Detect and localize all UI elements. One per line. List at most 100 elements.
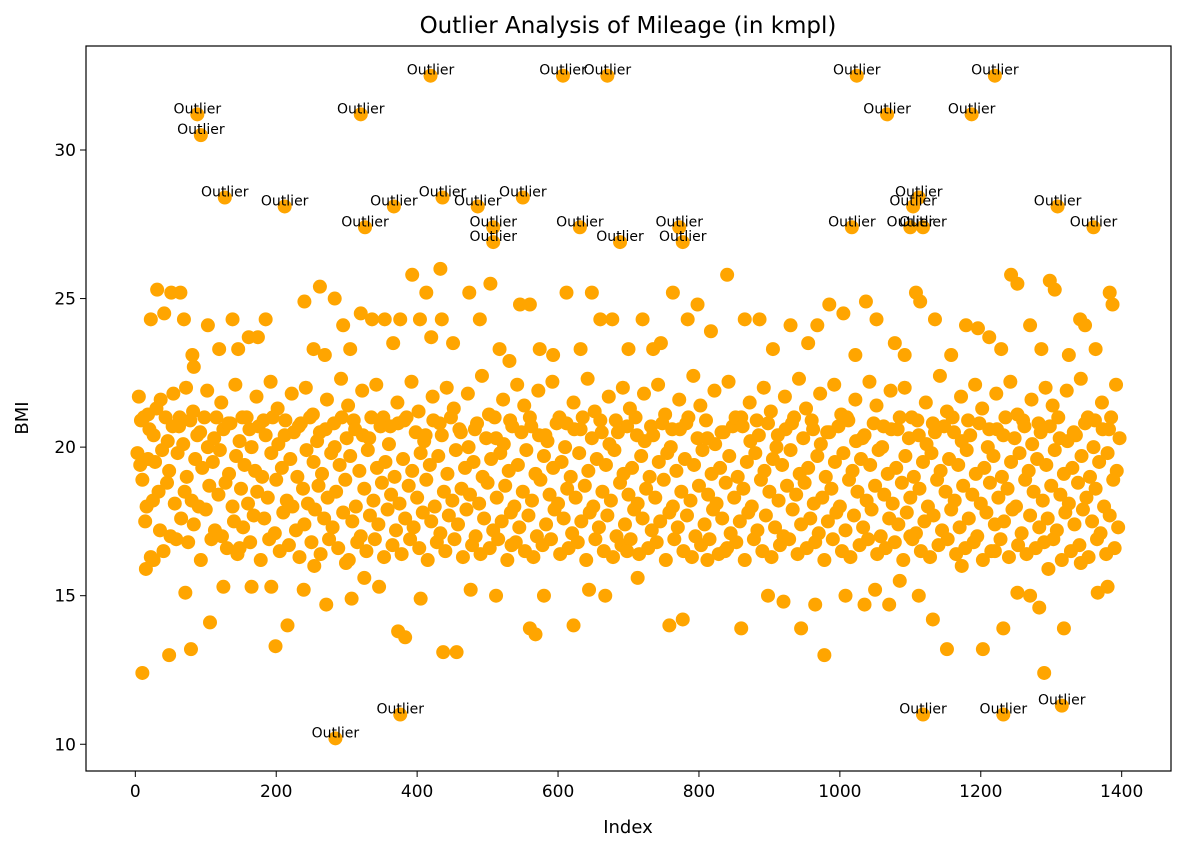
data-point (410, 490, 425, 505)
data-point (526, 550, 541, 565)
data-point (1109, 377, 1124, 392)
data-point (827, 454, 842, 469)
data-point (1001, 550, 1016, 565)
data-point (365, 312, 380, 327)
data-point (667, 532, 682, 547)
data-point (477, 511, 492, 526)
data-point (307, 502, 322, 517)
data-point (348, 422, 363, 437)
data-point (483, 276, 498, 291)
data-point (404, 374, 419, 389)
data-point (761, 588, 775, 603)
data-point (329, 484, 344, 499)
data-point (1023, 588, 1038, 603)
outlier-point (423, 68, 438, 83)
outlier-annotation: Outlier (1034, 193, 1082, 209)
x-tick-label: 0 (130, 782, 141, 802)
outlier-point (672, 220, 687, 235)
data-point (1007, 431, 1022, 446)
data-point (362, 508, 377, 523)
data-point (313, 547, 328, 562)
data-point (876, 419, 891, 434)
data-point (958, 318, 973, 333)
data-point (200, 383, 215, 398)
data-point (317, 348, 332, 363)
data-point (986, 449, 1001, 464)
data-point (205, 454, 220, 469)
data-point (975, 642, 990, 657)
data-point (197, 410, 212, 425)
data-point (1014, 526, 1029, 541)
data-point (387, 469, 402, 484)
outlier-annotation: Outlier (899, 702, 947, 718)
data-point (462, 487, 477, 502)
data-point (241, 496, 256, 511)
data-point (336, 505, 351, 520)
data-point (219, 541, 234, 556)
data-point (459, 502, 474, 517)
data-point (947, 493, 962, 508)
data-point (1042, 419, 1057, 434)
data-point (372, 579, 387, 594)
data-point (398, 630, 413, 645)
data-point (686, 368, 701, 383)
data-point (531, 383, 546, 398)
data-point (355, 383, 370, 398)
data-point (1072, 538, 1087, 553)
data-point (701, 487, 716, 502)
data-point (885, 496, 900, 511)
outlier-point (358, 220, 372, 235)
data-point (521, 508, 536, 523)
data-point (156, 544, 171, 559)
outlier-point (393, 707, 408, 722)
data-point (581, 463, 596, 478)
data-point (799, 401, 814, 416)
data-point (911, 428, 926, 443)
data-point (887, 535, 902, 550)
outlier-point (353, 107, 368, 122)
data-point (721, 374, 736, 389)
data-point (186, 404, 201, 419)
data-point (315, 466, 330, 481)
outlier-point (880, 107, 895, 122)
data-point (434, 428, 449, 443)
data-point (479, 431, 494, 446)
outlier-annotation: Outlier (655, 214, 703, 230)
data-point (186, 517, 201, 532)
data-point (1032, 600, 1047, 615)
data-point (715, 511, 730, 526)
data-point (1061, 348, 1076, 363)
data-point (367, 532, 382, 547)
data-point (433, 261, 448, 276)
data-point (143, 312, 158, 327)
data-point (582, 582, 597, 597)
data-point (267, 526, 282, 541)
data-point (362, 431, 377, 446)
data-point (605, 312, 620, 327)
data-point (1085, 514, 1100, 529)
data-point (296, 481, 310, 496)
outlier-annotation: Outlier (174, 101, 222, 117)
outlier-point (470, 199, 485, 214)
outlier-point (916, 707, 930, 722)
data-point (1025, 437, 1040, 452)
data-point (172, 419, 186, 434)
data-point (1111, 520, 1126, 535)
data-point (838, 523, 853, 538)
data-point (185, 348, 200, 363)
data-point (411, 404, 426, 419)
data-point (462, 285, 477, 300)
data-point (173, 285, 188, 300)
outlier-annotation: Outlier (887, 214, 935, 230)
data-point (573, 422, 588, 437)
data-point (431, 449, 446, 464)
data-point (912, 481, 927, 496)
data-point (965, 487, 980, 502)
data-point (868, 478, 883, 493)
data-point (817, 648, 832, 663)
data-point (1010, 276, 1025, 291)
data-point (797, 475, 812, 490)
data-point (1003, 374, 1018, 389)
data-point (1054, 553, 1069, 568)
data-point (808, 597, 823, 612)
